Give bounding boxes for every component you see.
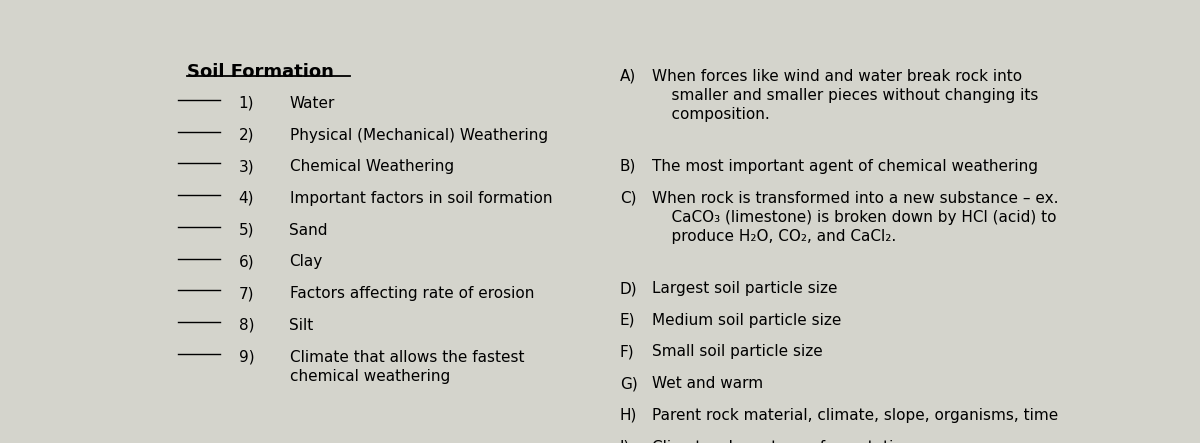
Text: Chemical Weathering: Chemical Weathering bbox=[289, 159, 454, 174]
Text: 1): 1) bbox=[239, 96, 254, 111]
Text: 2): 2) bbox=[239, 128, 254, 143]
Text: 5): 5) bbox=[239, 223, 254, 238]
Text: Climate that allows the fastest
chemical weathering: Climate that allows the fastest chemical… bbox=[289, 350, 524, 384]
Text: E): E) bbox=[619, 313, 635, 328]
Text: Silt: Silt bbox=[289, 318, 313, 333]
Text: Soil Formation: Soil Formation bbox=[187, 63, 334, 82]
Text: Small soil particle size: Small soil particle size bbox=[653, 345, 823, 359]
Text: Wet and warm: Wet and warm bbox=[653, 376, 763, 391]
Text: C): C) bbox=[619, 190, 636, 206]
Text: F): F) bbox=[619, 345, 635, 359]
Text: Clay: Clay bbox=[289, 254, 323, 269]
Text: 4): 4) bbox=[239, 191, 254, 206]
Text: Factors affecting rate of erosion: Factors affecting rate of erosion bbox=[289, 286, 534, 301]
Text: 6): 6) bbox=[239, 254, 254, 269]
Text: Physical (Mechanical) Weathering: Physical (Mechanical) Weathering bbox=[289, 128, 547, 143]
Text: Sand: Sand bbox=[289, 223, 328, 238]
Text: The most important agent of chemical weathering: The most important agent of chemical wea… bbox=[653, 159, 1038, 174]
Text: Parent rock material, climate, slope, organisms, time: Parent rock material, climate, slope, or… bbox=[653, 408, 1058, 423]
Text: A): A) bbox=[619, 69, 636, 84]
Text: I): I) bbox=[619, 439, 630, 443]
Text: Largest soil particle size: Largest soil particle size bbox=[653, 281, 838, 296]
Text: Medium soil particle size: Medium soil particle size bbox=[653, 313, 841, 328]
Text: 9): 9) bbox=[239, 350, 254, 365]
Text: 8): 8) bbox=[239, 318, 254, 333]
Text: B): B) bbox=[619, 159, 636, 174]
Text: H): H) bbox=[619, 408, 637, 423]
Text: 7): 7) bbox=[239, 286, 254, 301]
Text: Important factors in soil formation: Important factors in soil formation bbox=[289, 191, 552, 206]
Text: D): D) bbox=[619, 281, 637, 296]
Text: Water: Water bbox=[289, 96, 335, 111]
Text: When forces like wind and water break rock into
    smaller and smaller pieces w: When forces like wind and water break ro… bbox=[653, 69, 1038, 122]
Text: 3): 3) bbox=[239, 159, 254, 174]
Text: Climate, slope, type of vegetation: Climate, slope, type of vegetation bbox=[653, 439, 912, 443]
Text: G): G) bbox=[619, 376, 637, 391]
Text: When rock is transformed into a new substance – ex.
    CaCO₃ (limestone) is bro: When rock is transformed into a new subs… bbox=[653, 190, 1058, 244]
